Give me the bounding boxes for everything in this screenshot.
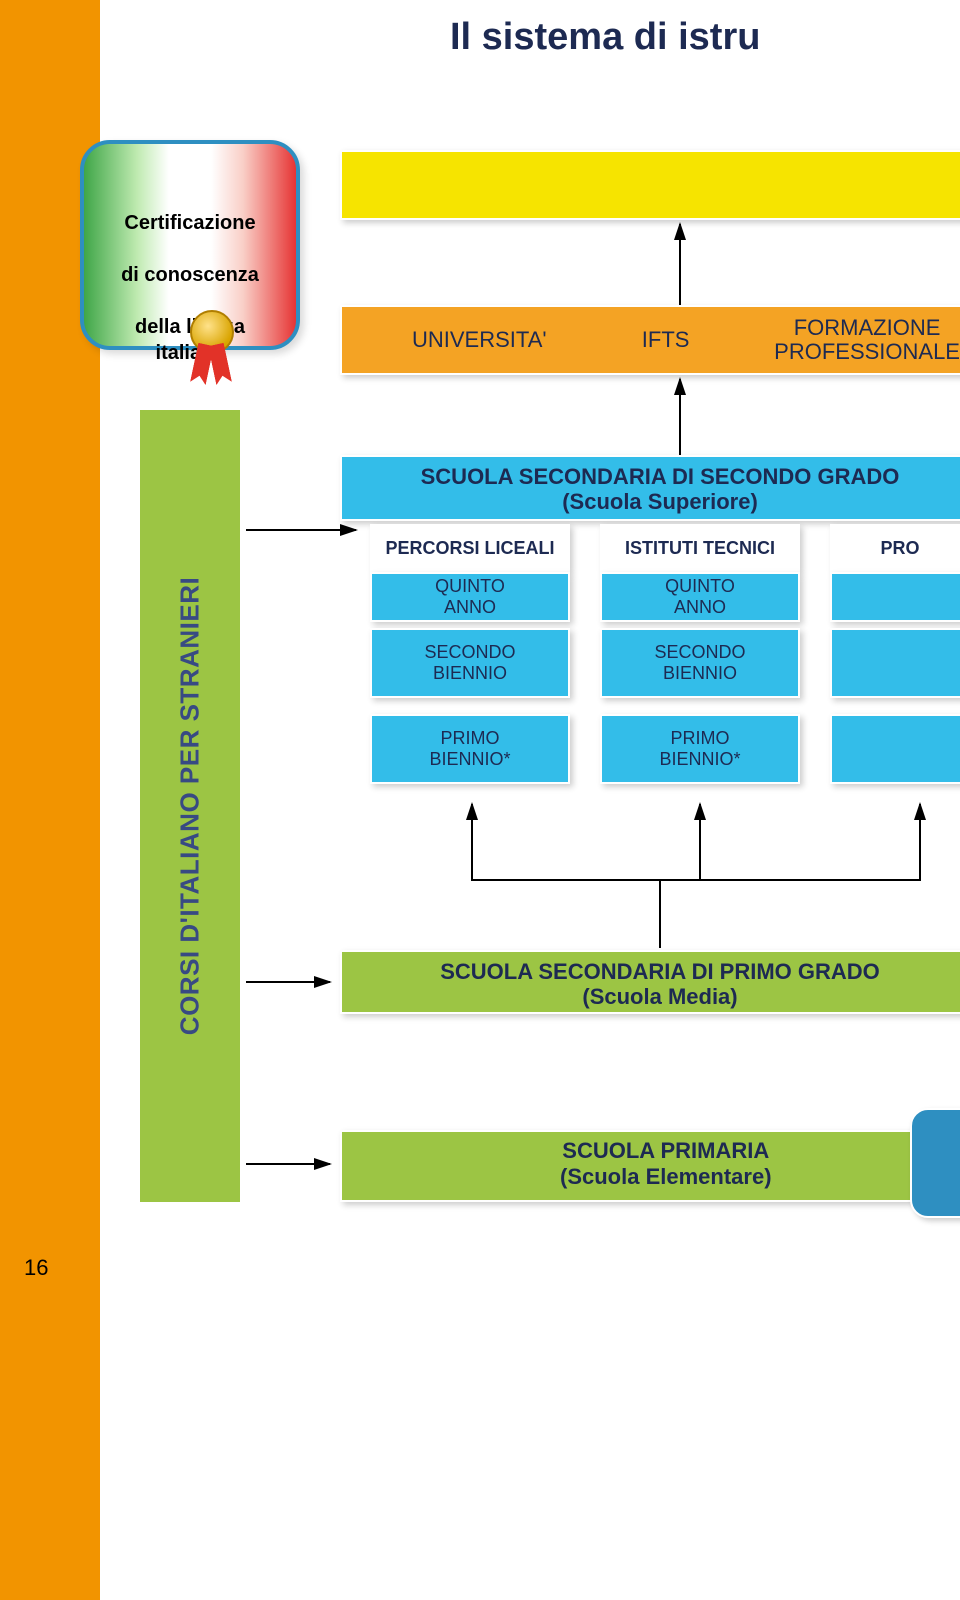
sec2-col0-secondo: SECONDO BIENNIO	[370, 628, 570, 698]
tertiary-bar: UNIVERSITA' IFTS FORMAZIONE PROFESSIONAL…	[340, 305, 960, 375]
certificate-line2: di conoscenza	[121, 264, 259, 286]
sec2-column-1: ISTITUTI TECNICIQUINTO ANNO SECONDO BIENN…	[600, 524, 800, 784]
blue-side-box	[910, 1108, 960, 1218]
tertiary-universita: UNIVERSITA'	[342, 328, 575, 352]
sec2-col1-primo: PRIMO BIENNIO*	[600, 714, 800, 784]
media-title: SCUOLA SECONDARIA DI PRIMO GRADO	[440, 959, 880, 984]
sec2-title: SCUOLA SECONDARIA DI SECONDO GRADO	[421, 464, 900, 489]
page-title: Il sistema di istru	[450, 16, 760, 59]
sec2-col2-primo	[830, 714, 960, 784]
sec2-header: SCUOLA SECONDARIA DI SECONDO GRADO (Scuo…	[340, 455, 960, 521]
arrow-media-to-col1	[660, 804, 700, 948]
tertiary-ifts: IFTS	[575, 328, 756, 352]
sec2-col2-secondo	[830, 628, 960, 698]
media-bar: SCUOLA SECONDARIA DI PRIMO GRADO (Scuola…	[340, 950, 960, 1014]
certificate-line1: Certificazione	[124, 212, 255, 234]
tertiary-formazione: FORMAZIONE PROFESSIONALE	[756, 316, 960, 364]
sec2-col0-head: PERCORSI LICEALI	[370, 524, 570, 572]
certificate-box: Certificazione di conoscenza della lingu…	[80, 140, 300, 350]
page-number: 16	[24, 1255, 48, 1281]
arrow-media-to-col2	[660, 804, 920, 948]
primaria-text: SCUOLA PRIMARIA (Scuola Elementare)	[560, 1138, 772, 1191]
sec2-col1-secondo: SECONDO BIENNIO	[600, 628, 800, 698]
sec2-column-0: PERCORSI LICEALIQUINTO ANNO SECONDO BIENN…	[370, 524, 570, 784]
media-subtitle: (Scuola Media)	[582, 984, 737, 1009]
primaria-title: SCUOLA PRIMARIA	[562, 1138, 769, 1163]
sidebar-courses-label: CORSI D'ITALIANO PER STRANIERI	[175, 577, 206, 1035]
top-yellow-bar	[340, 150, 960, 220]
sidebar-courses: CORSI D'ITALIANO PER STRANIERI	[140, 410, 240, 1202]
sec2-col0-quinto: QUINTO ANNO	[370, 572, 570, 622]
sec2-subtitle: (Scuola Superiore)	[562, 489, 758, 514]
sec2-col2-quinto	[830, 572, 960, 622]
sec2-column-2: PRO	[830, 524, 960, 784]
sec2-col2-head: PRO	[830, 524, 960, 572]
arrow-media-to-col0	[472, 804, 660, 948]
certificate-text: Certificazione di conoscenza della lingu…	[104, 184, 276, 366]
primaria-subtitle: (Scuola Elementare)	[560, 1164, 772, 1190]
sec2-col1-head: ISTITUTI TECNICI	[600, 524, 800, 572]
sec2-col0-primo: PRIMO BIENNIO*	[370, 714, 570, 784]
sec2-col1-quinto: QUINTO ANNO	[600, 572, 800, 622]
